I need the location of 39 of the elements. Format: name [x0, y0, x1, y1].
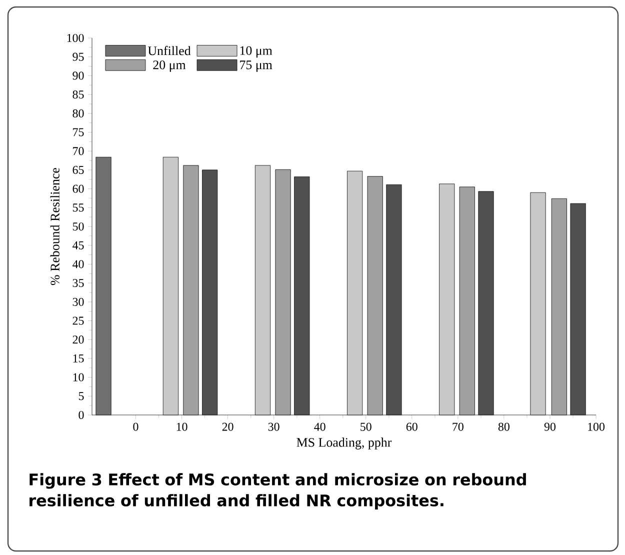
y-tick-label: 100 — [67, 34, 84, 42]
y-tick-label: 65 — [72, 166, 84, 174]
x-tick-label: 0 — [133, 422, 138, 431]
y-tick-label: 35 — [72, 279, 84, 288]
legend-label: 75 μm — [240, 60, 272, 72]
y-tick-label: 50 — [72, 222, 84, 231]
y-tick-label: 95 — [72, 52, 84, 61]
y-tick-label: 85 — [72, 90, 84, 99]
y-tick-label: 25 — [72, 316, 84, 325]
y-tick-label: 45 — [72, 241, 84, 250]
x-tick-label: 50 — [360, 422, 372, 431]
text: Figure 3 Effect of MS content and microsize on rebound resilience of unfilled and filled NR composites. — [30, 473, 526, 510]
y-tick-label: 30 — [72, 298, 84, 306]
legend-label: 10 μm — [240, 46, 272, 58]
y-tick-label: 15 — [73, 354, 84, 362]
y-tick-label: 40 — [72, 260, 84, 268]
y-tick-label: 70 — [73, 147, 84, 156]
y-tick-label: 0 — [78, 410, 84, 420]
y-tick-label: 80 — [72, 109, 84, 118]
y-tick-label: 90 — [72, 72, 84, 80]
legend-label: 20 μm — [153, 60, 186, 72]
y-axis-title: % Rebound Resilience — [50, 168, 60, 286]
x-tick-label: 70 — [452, 422, 464, 431]
y-tick-label: 10 — [73, 373, 84, 382]
x-tick-label: 80 — [498, 422, 510, 431]
x-tick-label: 20 — [222, 422, 234, 431]
y-tick-label: 60 — [72, 184, 84, 193]
x-tick-label: 30 — [268, 422, 280, 431]
x-tick-label: 100 — [588, 422, 605, 431]
x-tick-label: 90 — [544, 422, 556, 431]
y-tick-label: 75 — [73, 128, 84, 136]
x-tick-label: 10 — [176, 422, 188, 431]
legend-label: Unfilled — [148, 46, 191, 56]
y-tick-label: 20 — [72, 336, 84, 344]
x-tick-label: 40 — [314, 422, 326, 431]
y-tick-label: 55 — [72, 204, 84, 212]
x-axis-title: MS Loading, pphr — [296, 438, 392, 450]
x-tick-label: 60 — [406, 422, 418, 431]
y-tick-label: 5 — [78, 392, 84, 400]
